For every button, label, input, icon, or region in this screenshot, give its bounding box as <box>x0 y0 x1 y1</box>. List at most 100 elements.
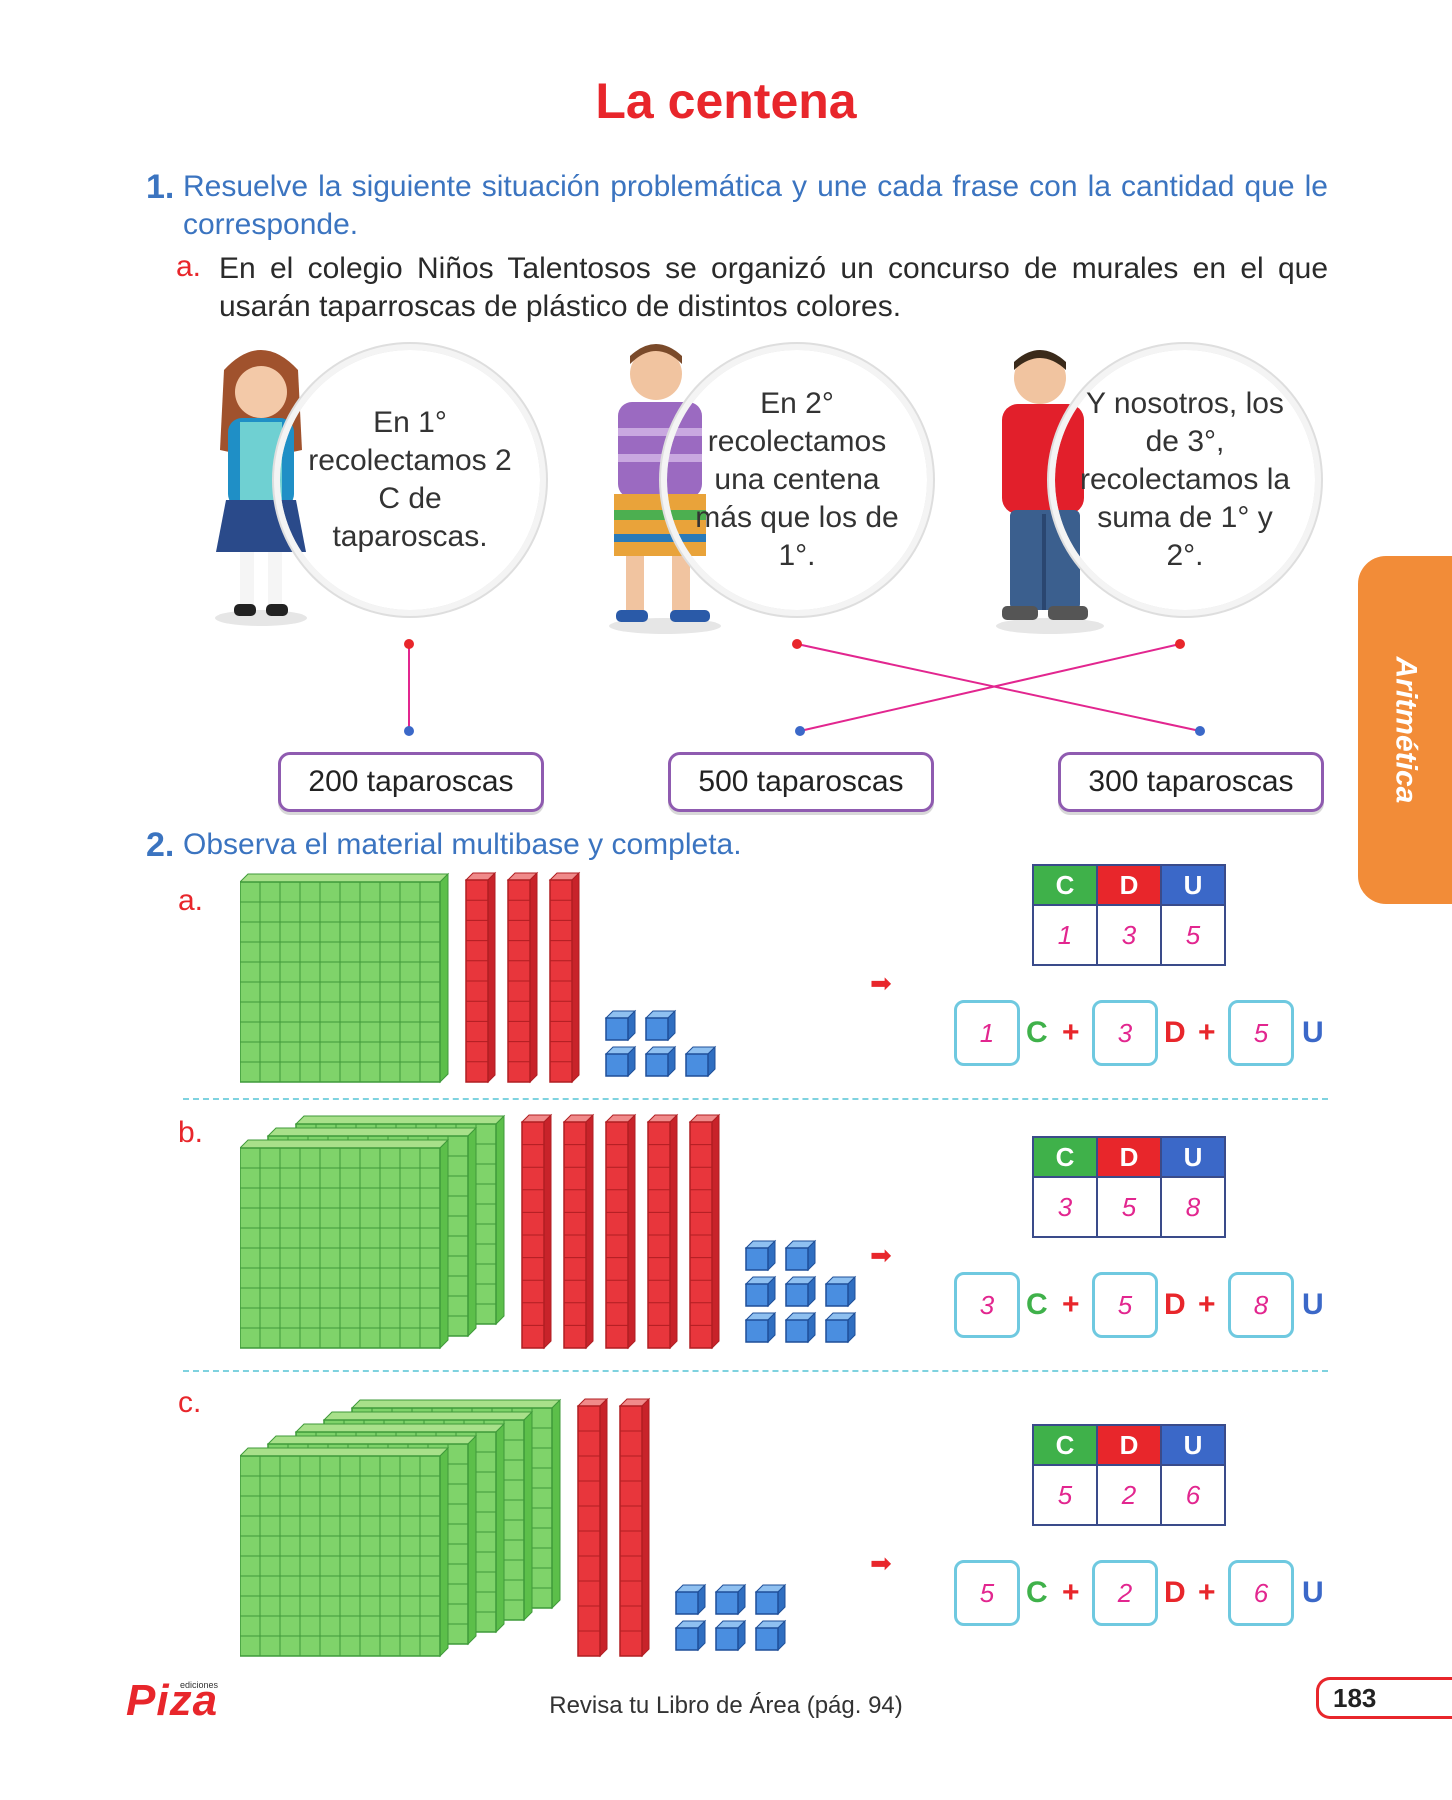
item-c-letter: c. <box>178 1386 202 1419</box>
eq-label-c: C <box>1026 1288 1048 1321</box>
page-title: La centena <box>595 73 857 129</box>
bubble-3-text: Y nosotros, los de 3°, recolectamos la s… <box>1079 387 1291 572</box>
eq-label-d: D <box>1164 1016 1186 1049</box>
cell-u[interactable]: 5 <box>1160 904 1226 966</box>
dot-bubble-3[interactable] <box>1175 639 1185 649</box>
unit-cube <box>744 1275 777 1308</box>
dot-answer-1[interactable] <box>404 726 414 736</box>
eq-plus: + <box>1062 1576 1080 1609</box>
unit-cube <box>754 1583 787 1616</box>
item-b-letter: b. <box>178 1116 204 1149</box>
ten-rod <box>646 1113 679 1350</box>
answer-box-2: 500 taparoscas <box>668 752 934 812</box>
ten-rod <box>576 1397 609 1658</box>
arrow-icon: ➡ <box>870 1548 892 1578</box>
divider <box>183 1098 1328 1100</box>
header-u: U <box>1160 1136 1226 1178</box>
header-c: C <box>1032 1424 1098 1466</box>
answer-box-1: 200 taparoscas <box>278 752 544 812</box>
boy-1-illustration <box>609 344 721 634</box>
multibase-blocks-c <box>240 1397 787 1658</box>
eq-box-c[interactable]: 1 <box>954 1000 1020 1066</box>
eq-label-u: U <box>1302 1288 1324 1321</box>
question-2-number: 2. <box>146 826 175 864</box>
eq-box-d[interactable]: 3 <box>1092 1000 1158 1066</box>
header-d: D <box>1096 1136 1162 1178</box>
bubble-1: En 1° recolectamos 2 C de taparoscas. <box>280 350 540 610</box>
multibase-blocks-a <box>240 871 717 1084</box>
section-tab <box>1358 556 1452 904</box>
ten-rod <box>520 1113 553 1350</box>
header-c: C <box>1032 1136 1098 1178</box>
header-d: D <box>1096 1424 1162 1466</box>
match-line-3 <box>799 643 1181 732</box>
unit-cube <box>714 1619 747 1652</box>
dot-bubble-2[interactable] <box>792 639 802 649</box>
eq-box-d[interactable]: 2 <box>1092 1560 1158 1626</box>
ten-rod <box>604 1113 637 1350</box>
eq-label-d: D <box>1164 1576 1186 1609</box>
ten-rod <box>464 871 497 1084</box>
header-c: C <box>1032 864 1098 906</box>
eq-plus: + <box>1062 1016 1080 1049</box>
section-tab-label: Aritmética <box>1358 556 1452 904</box>
unit-cube <box>784 1311 817 1344</box>
divider <box>183 1370 1328 1372</box>
ten-rod <box>618 1397 651 1658</box>
publisher-logo: Piza <box>126 1676 219 1725</box>
cell-u[interactable]: 8 <box>1160 1176 1226 1238</box>
unit-cube <box>744 1239 777 1272</box>
dot-answer-2[interactable] <box>795 726 805 736</box>
hundred-block <box>240 1446 450 1658</box>
answer-box-3: 300 taparoscas <box>1058 752 1324 812</box>
arrow-icon: ➡ <box>870 1240 892 1270</box>
eq-box-u[interactable]: 8 <box>1228 1272 1294 1338</box>
eq-label-u: U <box>1302 1576 1324 1609</box>
eq-label-d: D <box>1164 1288 1186 1321</box>
unit-cube <box>674 1583 707 1616</box>
ten-rod <box>688 1113 721 1350</box>
cell-c[interactable]: 5 <box>1032 1464 1098 1526</box>
cell-d[interactable]: 5 <box>1096 1176 1162 1238</box>
eq-box-u[interactable]: 6 <box>1228 1560 1294 1626</box>
publisher-logo-small: ediciones <box>180 1680 219 1690</box>
eq-box-c[interactable]: 3 <box>954 1272 1020 1338</box>
cell-d[interactable]: 2 <box>1096 1464 1162 1526</box>
question-1-text: Resuelve la siguiente situación problemá… <box>183 170 1328 241</box>
question-1a-text: En el colegio Niños Talentosos se organi… <box>219 252 1328 323</box>
ten-rod <box>548 871 581 1084</box>
cell-d[interactable]: 3 <box>1096 904 1162 966</box>
cell-c[interactable]: 1 <box>1032 904 1098 966</box>
cdu-table-a: C D U 1 3 5 <box>1032 864 1226 966</box>
eq-plus: + <box>1198 1016 1216 1049</box>
section-tab-text: Aritmética <box>1389 656 1422 804</box>
eq-label-c: C <box>1026 1016 1048 1049</box>
dot-bubble-1[interactable] <box>404 639 414 649</box>
ten-rod <box>562 1113 595 1350</box>
unit-cube <box>644 1009 677 1042</box>
eq-plus: + <box>1062 1288 1080 1321</box>
bubble-2-text: En 2° recolectamos una centena más que l… <box>695 387 899 572</box>
cell-c[interactable]: 3 <box>1032 1176 1098 1238</box>
unit-cube <box>824 1311 857 1344</box>
question-2-text: Observa el material multibase y completa… <box>183 828 742 861</box>
match-line-2 <box>796 643 1201 732</box>
hundred-block <box>240 872 450 1084</box>
cell-u[interactable]: 6 <box>1160 1464 1226 1526</box>
unit-cube <box>684 1045 717 1078</box>
unit-cube <box>644 1045 677 1078</box>
header-u: U <box>1160 864 1226 906</box>
eq-box-d[interactable]: 5 <box>1092 1272 1158 1338</box>
unit-cube <box>714 1583 747 1616</box>
eq-box-c[interactable]: 5 <box>954 1560 1020 1626</box>
question-1-number: 1. <box>146 168 175 206</box>
ten-rod <box>506 871 539 1084</box>
dot-answer-3[interactable] <box>1195 726 1205 736</box>
bubble-2: En 2° recolectamos una centena más que l… <box>667 350 927 610</box>
unit-cube <box>604 1045 637 1078</box>
eq-box-u[interactable]: 5 <box>1228 1000 1294 1066</box>
unit-cube <box>784 1239 817 1272</box>
bubble-3: Y nosotros, los de 3°, recolectamos la s… <box>1055 350 1315 610</box>
multibase-blocks-b <box>240 1113 857 1350</box>
